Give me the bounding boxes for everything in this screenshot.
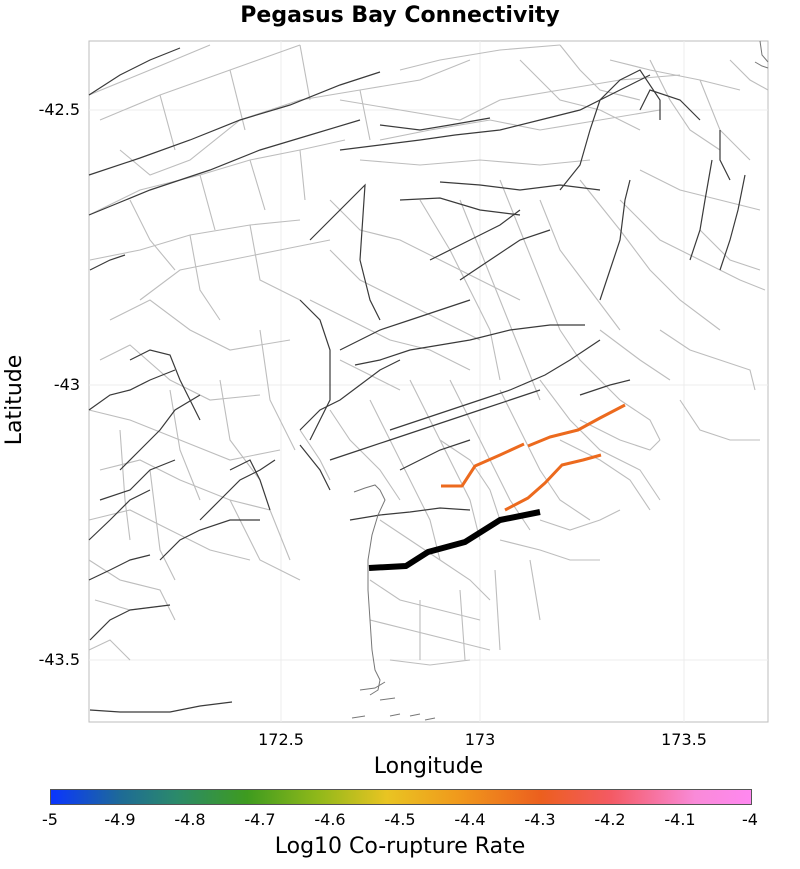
corupture-faults [441, 403, 626, 512]
colorbar-tick: -4.9 [104, 810, 136, 829]
map-title: Pegasus Bay Connectivity [240, 3, 560, 28]
colorbar-tick: -4.6 [314, 810, 346, 829]
gridlines [89, 41, 768, 722]
coastline [351, 40, 769, 721]
corupture-fault-1 [441, 442, 525, 488]
colorbar-tick: -4 [742, 810, 758, 829]
colorbar-tick: -4.4 [454, 810, 486, 829]
colorbar [50, 789, 752, 805]
colorbar-tick: -4.5 [384, 810, 416, 829]
colorbar-label: Log10 Co-rupture Rate [274, 834, 526, 859]
colorbar-tick: -4.2 [594, 810, 626, 829]
colorbar-tick: -4.3 [524, 810, 556, 829]
corupture-fault-3 [504, 453, 602, 512]
colorbar-tick: -4.1 [664, 810, 696, 829]
y-tick-label: -42.5 [38, 100, 80, 119]
target-fault [368, 509, 541, 571]
y-tick-label: -43.5 [38, 650, 80, 669]
x-axis-label: Longitude [373, 754, 484, 779]
fault-traces [88, 47, 746, 713]
corupture-fault-2 [527, 403, 626, 448]
colorbar-tick: -4.8 [174, 810, 206, 829]
x-tick-label: 173 [464, 730, 496, 749]
y-axis-label: Latitude [2, 354, 27, 446]
x-tick-label: 173.5 [661, 730, 707, 749]
colorbar-tick: -4.7 [244, 810, 276, 829]
plot-area [88, 40, 769, 723]
y-tick-label: -43 [53, 375, 80, 394]
x-tick-label: 172.5 [258, 730, 304, 749]
colorbar-tick: -5 [42, 810, 58, 829]
